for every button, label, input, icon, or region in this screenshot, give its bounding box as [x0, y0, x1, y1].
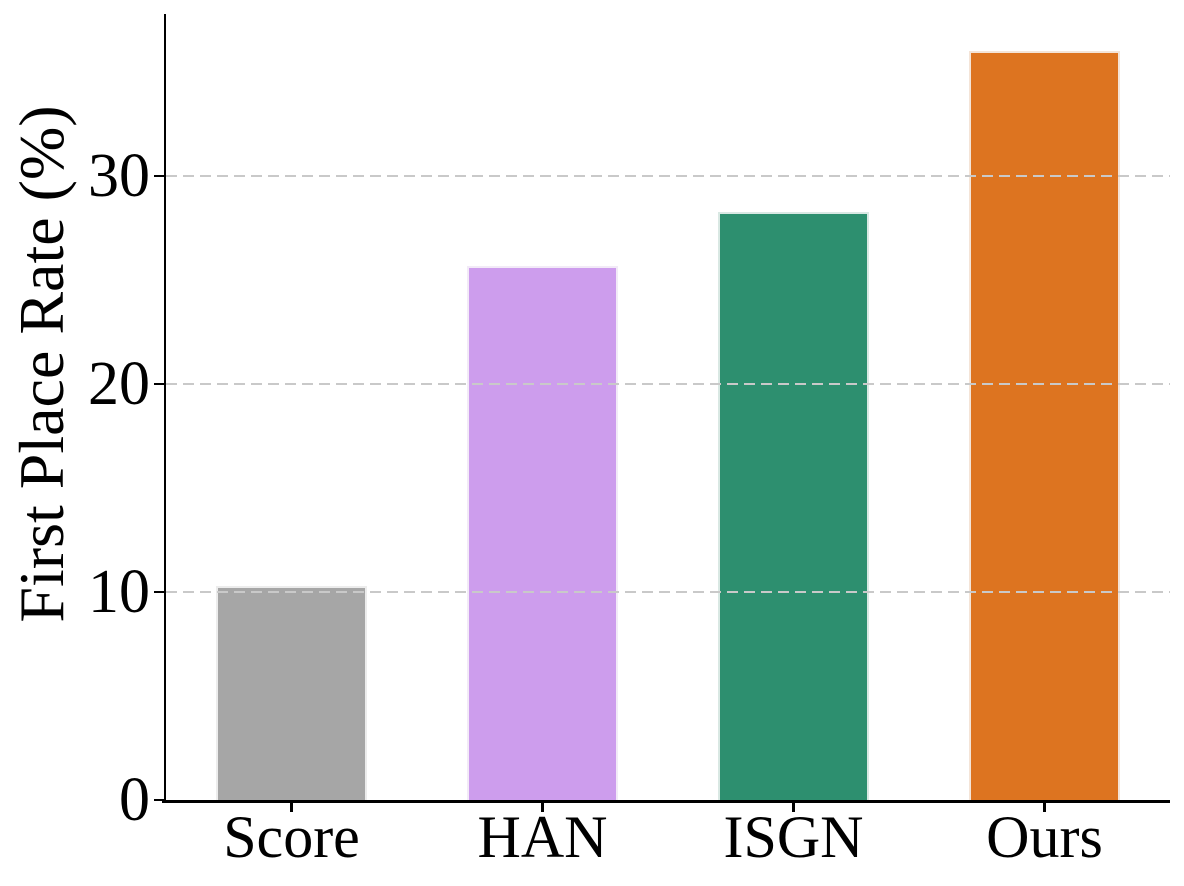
gridline-y-30 [166, 175, 1170, 178]
y-tick-label-20: 20 [88, 350, 150, 419]
bar-score [216, 585, 367, 800]
bar-isgn [718, 211, 869, 800]
y-tick-label-30: 30 [88, 142, 150, 211]
bar-ours [969, 51, 1120, 800]
x-tick-mark-score [290, 802, 293, 812]
x-tick-label-han: HAN [477, 804, 608, 870]
y-tick-mark-0 [154, 798, 164, 802]
x-tick-label-score: Score [223, 804, 360, 870]
plot-area [154, 14, 1170, 812]
x-axis-line [162, 800, 1170, 803]
y-tick-mark-30 [154, 174, 164, 178]
y-tick-label-10: 10 [88, 558, 150, 627]
y-tick-mark-10 [154, 590, 164, 594]
x-tick-mark-han [541, 802, 544, 812]
x-tick-mark-isgn [792, 802, 795, 812]
bar-han [467, 265, 618, 800]
x-tick-label-isgn: ISGN [723, 804, 864, 870]
y-tick-label-0: 0 [119, 766, 150, 834]
gridline-y-10 [166, 591, 1170, 594]
gridline-y-20 [166, 383, 1170, 386]
y-tick-mark-20 [154, 382, 164, 386]
x-tick-mark-ours [1043, 802, 1046, 812]
x-tick-label-ours: Ours [986, 804, 1103, 870]
y-axis-line [163, 14, 166, 803]
